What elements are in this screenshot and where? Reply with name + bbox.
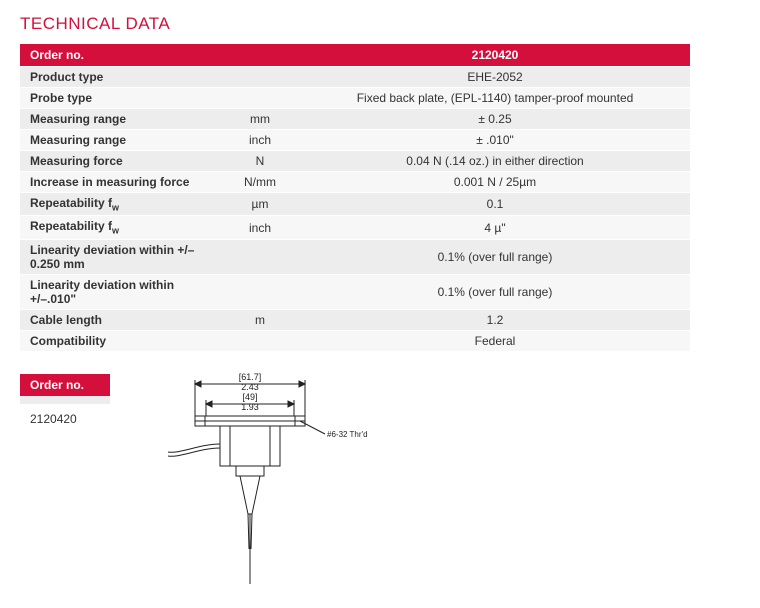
row-label: Increase in measuring force [20, 172, 220, 193]
row-value: 0.04 N (.14 oz.) in either direction [300, 151, 690, 172]
spec-table: Order no. 2120420 Product typeEHE-2052Pr… [20, 44, 690, 352]
row-value: 0.1% (over full range) [300, 274, 690, 309]
dim-inner-bracket: [49] [242, 392, 257, 402]
row-value: 0.1 [300, 193, 690, 216]
row-unit [220, 330, 300, 351]
probe-diagram: [61.7] 2.43 [49] 1.93 #6-32 Thr'd [150, 374, 390, 594]
table-row: Repeatability fwinch4 µ" [20, 216, 690, 239]
row-value: 4 µ" [300, 216, 690, 239]
table-row: Linearity deviation within +/–0.250 mm 0.… [20, 239, 690, 274]
probe-svg: [61.7] 2.43 [49] 1.93 #6-32 Thr'd [150, 374, 390, 594]
row-label: Repeatability fw [20, 216, 220, 239]
table-row: Probe type Fixed back plate, (EPL-1140) t… [20, 88, 690, 109]
row-label: Product type [20, 67, 220, 88]
row-label: Measuring force [20, 151, 220, 172]
order-gap [20, 396, 110, 404]
row-unit: N [220, 151, 300, 172]
row-value: Federal [300, 330, 690, 351]
row-value: 0.1% (over full range) [300, 239, 690, 274]
thread-note: #6-32 Thr'd [327, 430, 368, 439]
row-value: ± 0.25 [300, 109, 690, 130]
dim-inner-inches: 1.93 [241, 402, 259, 412]
row-label: Compatibility [20, 330, 220, 351]
row-label: Linearity deviation within +/–.010" [20, 274, 220, 309]
row-unit: inch [220, 216, 300, 239]
row-label: Probe type [20, 88, 220, 109]
row-unit: mm [220, 109, 300, 130]
row-label: Measuring range [20, 130, 220, 151]
row-unit [220, 239, 300, 274]
spec-header-value: 2120420 [300, 44, 690, 67]
row-value: 0.001 N / 25µm [300, 172, 690, 193]
row-unit: inch [220, 130, 300, 151]
spec-header-label: Order no. [20, 44, 300, 67]
spec-header-row: Order no. 2120420 [20, 44, 690, 67]
table-row: Repeatability fwµm0.1 [20, 193, 690, 216]
order-table: Order no. 2120420 [20, 374, 110, 434]
row-label: Repeatability fw [20, 193, 220, 216]
table-row: Product type EHE-2052 [20, 67, 690, 88]
page-title: TECHNICAL DATA [20, 14, 740, 34]
row-unit: N/mm [220, 172, 300, 193]
row-value: 1.2 [300, 309, 690, 330]
table-row: Measuring forceN0.04 N (.14 oz.) in eith… [20, 151, 690, 172]
row-unit: µm [220, 193, 300, 216]
dim-top-inches: 2.43 [241, 382, 259, 392]
row-label: Measuring range [20, 109, 220, 130]
row-unit [220, 67, 300, 88]
table-row: Cable lengthm1.2 [20, 309, 690, 330]
table-row: Linearity deviation within +/–.010" 0.1% … [20, 274, 690, 309]
order-header: Order no. [20, 374, 110, 396]
table-row: Compatibility Federal [20, 330, 690, 351]
dim-top-bracket: [61.7] [239, 372, 262, 382]
row-value: ± .010" [300, 130, 690, 151]
row-unit [220, 88, 300, 109]
row-unit [220, 274, 300, 309]
spec-body: Product type EHE-2052 Probe type Fixed back… [20, 67, 690, 352]
row-value: EHE-2052 [300, 67, 690, 88]
table-row: Measuring rangemm± 0.25 [20, 109, 690, 130]
table-row: Measuring rangeinch± .010" [20, 130, 690, 151]
row-unit: m [220, 309, 300, 330]
row-label: Cable length [20, 309, 220, 330]
table-row: Increase in measuring forceN/mm0.001 N /… [20, 172, 690, 193]
row-label: Linearity deviation within +/–0.250 mm [20, 239, 220, 274]
order-value: 2120420 [20, 404, 110, 434]
row-value: Fixed back plate, (EPL-1140) tamper-proo… [300, 88, 690, 109]
